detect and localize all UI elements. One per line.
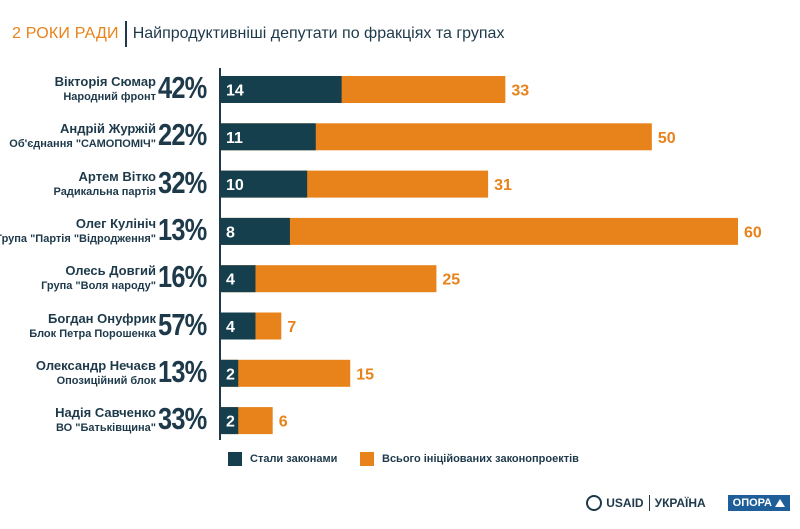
usaid-seal-icon bbox=[586, 495, 603, 511]
deputy-name: Вікторія Сюмар bbox=[54, 74, 156, 89]
data-label-initiated: 25 bbox=[442, 272, 460, 289]
axis-line bbox=[219, 68, 221, 440]
deputy-party: Опозиційний блок bbox=[56, 374, 156, 387]
bar-laws bbox=[221, 76, 342, 103]
data-label-initiated: 60 bbox=[744, 224, 762, 241]
data-label-laws: 2 bbox=[226, 366, 235, 383]
data-label-initiated: 6 bbox=[279, 414, 288, 431]
data-label-laws: 4 bbox=[226, 319, 235, 336]
bar-laws bbox=[221, 265, 256, 293]
data-label-laws: 10 bbox=[226, 177, 244, 194]
deputy-percent: 42% bbox=[158, 70, 207, 105]
deputy-name: Олександр Нечаєв bbox=[35, 357, 156, 373]
data-label-initiated: 7 bbox=[287, 319, 296, 336]
data-label-laws: 8 bbox=[226, 224, 235, 241]
deputy-name: Богдан Онуфрик bbox=[48, 310, 156, 326]
deputy-name: Надія Савченко bbox=[55, 405, 156, 421]
deputy-percent: 13% bbox=[158, 353, 207, 389]
bar-laws bbox=[221, 217, 290, 245]
bar-laws bbox=[221, 407, 239, 435]
bar-laws bbox=[221, 170, 308, 198]
legend-label-initiated: Всього ініційованих законопроектів bbox=[382, 453, 579, 465]
deputy-percent: 22% bbox=[158, 117, 207, 153]
data-label-initiated: 33 bbox=[511, 83, 529, 100]
bar-initiated bbox=[221, 359, 351, 387]
usaid-name: USAID bbox=[606, 496, 644, 510]
usaid-logo: USAID УКРАЇНА bbox=[586, 495, 706, 511]
deputy-party: Блок Петра Порошенка bbox=[29, 327, 156, 340]
deputy-percent: 32% bbox=[158, 164, 207, 200]
header-divider bbox=[124, 21, 127, 47]
deputy-party: Радикальна партія bbox=[53, 185, 156, 198]
opora-logo: ОПОРА bbox=[727, 495, 790, 511]
header-tag: 2 РОКИ РАДИ bbox=[12, 25, 119, 42]
deputy-percent: 33% bbox=[158, 401, 207, 437]
bar-initiated bbox=[221, 265, 437, 293]
legend-item-laws: Стали законами bbox=[228, 452, 337, 466]
data-label-laws: 2 bbox=[226, 414, 235, 431]
opora-triangle-icon bbox=[775, 499, 785, 507]
deputy-name: Андрій Журжій bbox=[59, 121, 156, 137]
data-label-laws: 4 bbox=[226, 272, 235, 289]
header: 2 РОКИ РАДИ Найпродуктивніші депутати по… bbox=[12, 20, 504, 48]
usaid-country: УКРАЇНА bbox=[654, 496, 706, 510]
data-label-initiated: 31 bbox=[494, 177, 512, 194]
deputy-percent: 16% bbox=[158, 259, 207, 295]
deputy-party: Народний фронт bbox=[63, 91, 156, 103]
opora-name: ОПОРА bbox=[732, 497, 772, 509]
page-title: Найпродуктивніші депутати по фракціях та… bbox=[132, 25, 505, 42]
deputy-percent: 57% bbox=[158, 306, 207, 342]
legend-swatch-initiated bbox=[360, 452, 374, 466]
data-label-laws: 11 bbox=[226, 130, 243, 147]
data-label-laws: 14 bbox=[226, 83, 244, 100]
deputy-party: ВО "Батьківщина" bbox=[55, 422, 156, 435]
footer-logos: USAID УКРАЇНА ОПОРА bbox=[586, 495, 790, 511]
bar-laws bbox=[221, 123, 316, 151]
deputy-party: Група "Воля народу" bbox=[41, 280, 156, 293]
deputy-name: Артем Вітко bbox=[78, 168, 156, 184]
bar-laws bbox=[221, 312, 256, 340]
deputy-party: Група "Партія "Відродження" bbox=[0, 232, 156, 245]
data-label-initiated: 15 bbox=[356, 366, 374, 383]
deputy-party: Об'єднання "САМОПОМІЧ" bbox=[9, 138, 156, 151]
deputy-name: Олег Кулініч bbox=[75, 215, 156, 231]
legend-swatch-laws bbox=[228, 452, 242, 466]
legend-item-initiated: Всього ініційованих законопроектів bbox=[360, 452, 579, 466]
usaid-divider bbox=[648, 495, 650, 511]
bar-initiated bbox=[221, 217, 738, 245]
data-label-initiated: 50 bbox=[658, 130, 676, 147]
legend-label-laws: Стали законами bbox=[250, 453, 338, 465]
deputy-percent: 13% bbox=[158, 211, 207, 247]
deputy-name: Олесь Довгий bbox=[65, 263, 156, 279]
bar-laws bbox=[221, 359, 239, 387]
